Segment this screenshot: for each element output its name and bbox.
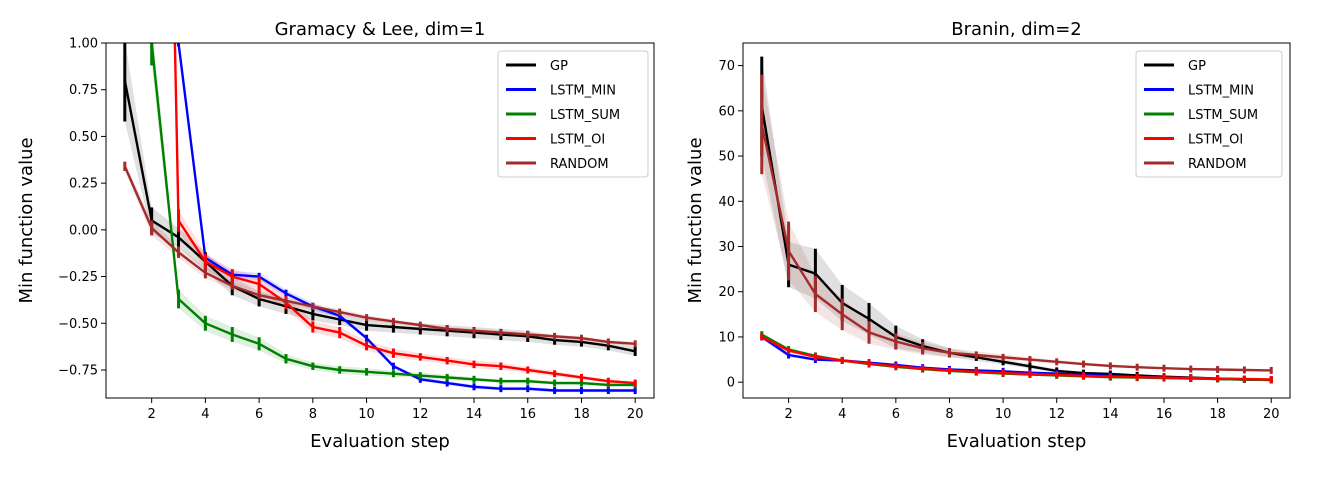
y-tick-label: 0.75 (69, 83, 98, 98)
y-tick-label: −0.25 (58, 270, 98, 285)
x-tick-label: 4 (201, 407, 209, 422)
x-tick-label: 12 (1048, 407, 1065, 422)
plot-area (760, 56, 1273, 384)
x-tick-label: 20 (627, 407, 644, 422)
series-line-lstm-oi (761, 335, 1272, 381)
series-line-random (760, 124, 1272, 372)
legend-box (1135, 50, 1283, 178)
chart-title: Gramacy & Lee, dim=1 (275, 19, 486, 40)
y-tick-label: 50 (718, 150, 735, 165)
y-tick-label: 60 (718, 104, 735, 119)
legend-label: LSTM_MIN (550, 84, 616, 99)
y-tick-label: −0.75 (58, 363, 98, 378)
x-tick-label: 4 (838, 407, 846, 422)
x-tick-label: 18 (573, 407, 590, 422)
x-tick-label: 6 (892, 407, 900, 422)
series-line-random (123, 165, 636, 345)
legend-label: LSTM_OI (550, 133, 605, 148)
axes-frame (105, 42, 655, 399)
x-tick-label: 10 (995, 407, 1012, 422)
y-tick-label: 20 (718, 285, 735, 300)
chart-panel-1: 2 4 6 8 10 12 14 16 18 20 −0.75 −0.50 −0.25 0.00 0.25 0… (16, 19, 655, 452)
y-tick-label: 0.25 (69, 177, 98, 192)
legend-label: LSTM_SUM (550, 108, 620, 123)
legend-label: LSTM_OI (1188, 133, 1243, 148)
x-tick-label: 2 (148, 407, 156, 422)
x-tick-label: 8 (309, 407, 317, 422)
x-tick-label: 10 (358, 407, 375, 422)
legend-label: LSTM_MIN (1188, 84, 1254, 99)
legend-label: GP (550, 59, 568, 74)
y-tick-label: 0 (727, 376, 735, 391)
x-axis-label: Evaluation step (947, 431, 1087, 452)
legend-label: GP (1188, 59, 1206, 74)
x-tick-label: 12 (412, 407, 429, 422)
y-tick-label: 0.50 (69, 130, 98, 145)
y-tick-label: 1.00 (69, 37, 98, 52)
y-axis-label: Min function value (685, 137, 706, 303)
legend-label: RANDOM (550, 157, 609, 172)
series-line-lstm-sum (150, 43, 636, 387)
chart-title: Branin, dim=2 (951, 19, 1082, 40)
x-tick-label: 6 (255, 407, 263, 422)
x-tick-label: 16 (1156, 407, 1173, 422)
x-tick-label: 16 (519, 407, 536, 422)
series-line-gp (123, 80, 636, 353)
plot-area (123, 43, 637, 395)
y-tick-label: 30 (718, 240, 735, 255)
y-tick-label: 0.00 (69, 223, 98, 238)
chart-panel-2: 2 4 6 8 10 12 14 16 18 20 0 10 20 30 40 50 60 70 Branin, d… (685, 19, 1291, 452)
x-tick-label: 14 (1102, 407, 1119, 422)
x-tick-label: 18 (1209, 407, 1226, 422)
x-tick-label: 8 (945, 407, 953, 422)
axes-frame (742, 42, 1291, 399)
legend-label: LSTM_SUM (1188, 108, 1258, 123)
legend: GP LSTM_MIN LSTM_SUM LSTM_OI RANDOM (1135, 50, 1283, 178)
x-tick-label: 20 (1263, 407, 1280, 422)
y-tick-label: 40 (718, 195, 735, 210)
y-axis-label: Min function value (16, 137, 37, 303)
legend-label: RANDOM (1188, 157, 1247, 172)
legend-box (497, 50, 649, 178)
y-tick-label: 70 (718, 59, 735, 74)
y-tick-label: −0.50 (58, 317, 98, 332)
x-axis-label: Evaluation step (310, 431, 450, 452)
y-tick-label: 10 (718, 330, 735, 345)
x-tick-label: 2 (784, 407, 792, 422)
x-tick-label: 14 (466, 407, 483, 422)
legend: GP LSTM_MIN LSTM_SUM LSTM_OI RANDOM (497, 50, 649, 178)
